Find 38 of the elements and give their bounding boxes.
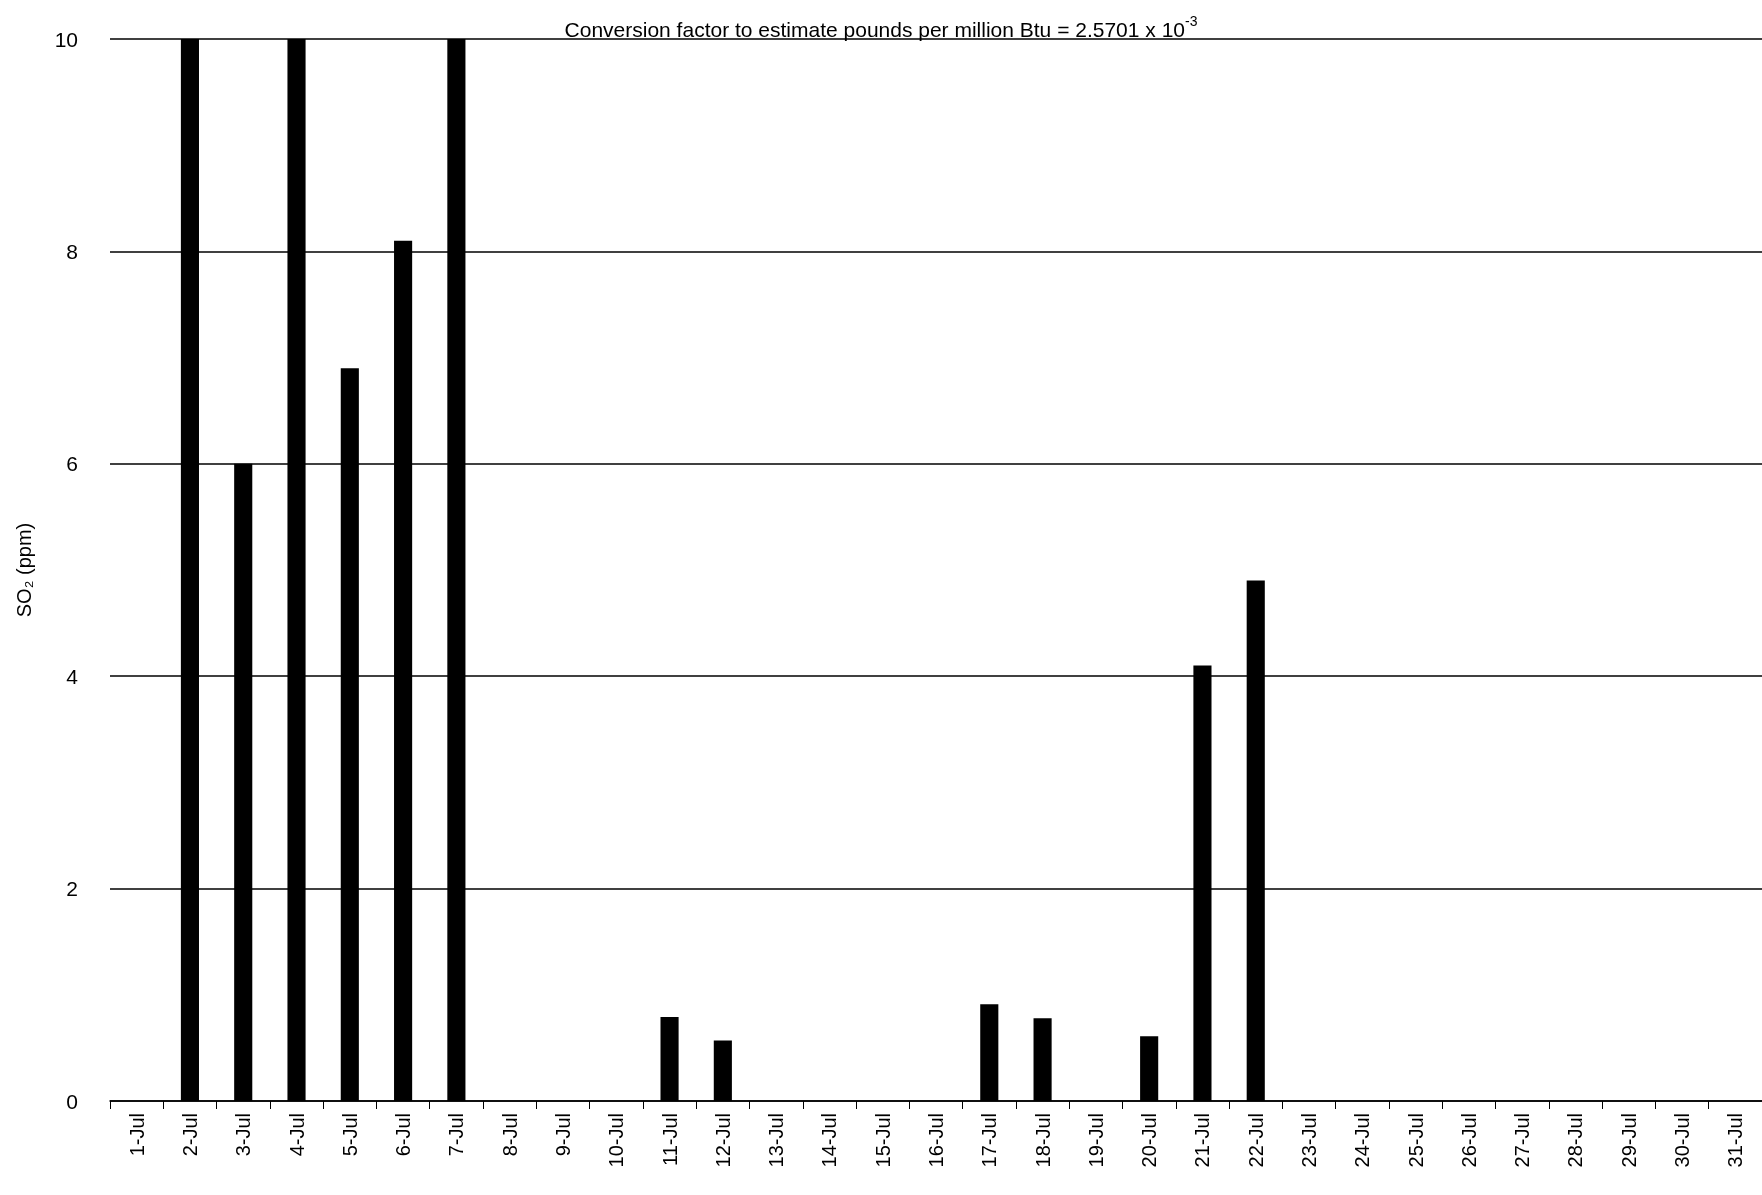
x-tick-label: 9-Jul — [551, 1113, 574, 1157]
y-tick-label: 8 — [66, 239, 78, 263]
x-tick-label: 5-Jul — [338, 1113, 361, 1157]
x-tick-label: 22-Jul — [1244, 1113, 1267, 1168]
x-tick-label: 18-Jul — [1031, 1113, 1054, 1168]
x-tick-label: 20-Jul — [1138, 1113, 1161, 1168]
x-tick-label: 13-Jul — [765, 1113, 788, 1168]
x-tick-label: 14-Jul — [818, 1113, 841, 1168]
x-tick-label: 25-Jul — [1404, 1113, 1427, 1168]
x-tick-label: 6-Jul — [392, 1113, 415, 1157]
x-tick-label: 3-Jul — [232, 1113, 255, 1157]
x-tick-label: 27-Jul — [1511, 1113, 1534, 1168]
x-tick-label: 31-Jul — [1724, 1113, 1747, 1168]
y-tick-label: 4 — [66, 664, 79, 688]
x-tick-label: 11-Jul — [658, 1113, 681, 1166]
x-tick-label: 21-Jul — [1191, 1113, 1214, 1168]
y-tick-label: 6 — [66, 452, 78, 476]
x-tick-label: 10-Jul — [605, 1113, 628, 1168]
x-tick-label: 15-Jul — [871, 1113, 894, 1168]
x-tick-label: 2-Jul — [178, 1113, 201, 1157]
x-tick-label: 7-Jul — [445, 1113, 468, 1157]
x-tick-label: 23-Jul — [1298, 1113, 1321, 1168]
x-tick-label: 24-Jul — [1351, 1113, 1374, 1168]
x-tick-label: 17-Jul — [978, 1113, 1001, 1168]
x-tick-label: 16-Jul — [925, 1113, 947, 1168]
x-tick-label: 8-Jul — [498, 1113, 521, 1157]
x-tick-label: 4-Jul — [285, 1113, 308, 1157]
y-axis-title: SO₂ (ppm) — [13, 522, 35, 618]
x-tick-label: 26-Jul — [1457, 1113, 1480, 1168]
x-tick-label: 19-Jul — [1084, 1113, 1107, 1168]
x-tick-label: 29-Jul — [1617, 1113, 1640, 1168]
x-tick-label: 1-Jul — [125, 1113, 148, 1157]
y-tick-label: 2 — [66, 877, 78, 901]
y-tick-label: 10 — [54, 27, 78, 51]
y-tick-label: 0 — [66, 1089, 78, 1113]
x-tick-label: 30-Jul — [1671, 1113, 1694, 1168]
x-tick-label: 12-Jul — [711, 1113, 734, 1168]
x-tick-label: 28-Jul — [1564, 1113, 1587, 1168]
